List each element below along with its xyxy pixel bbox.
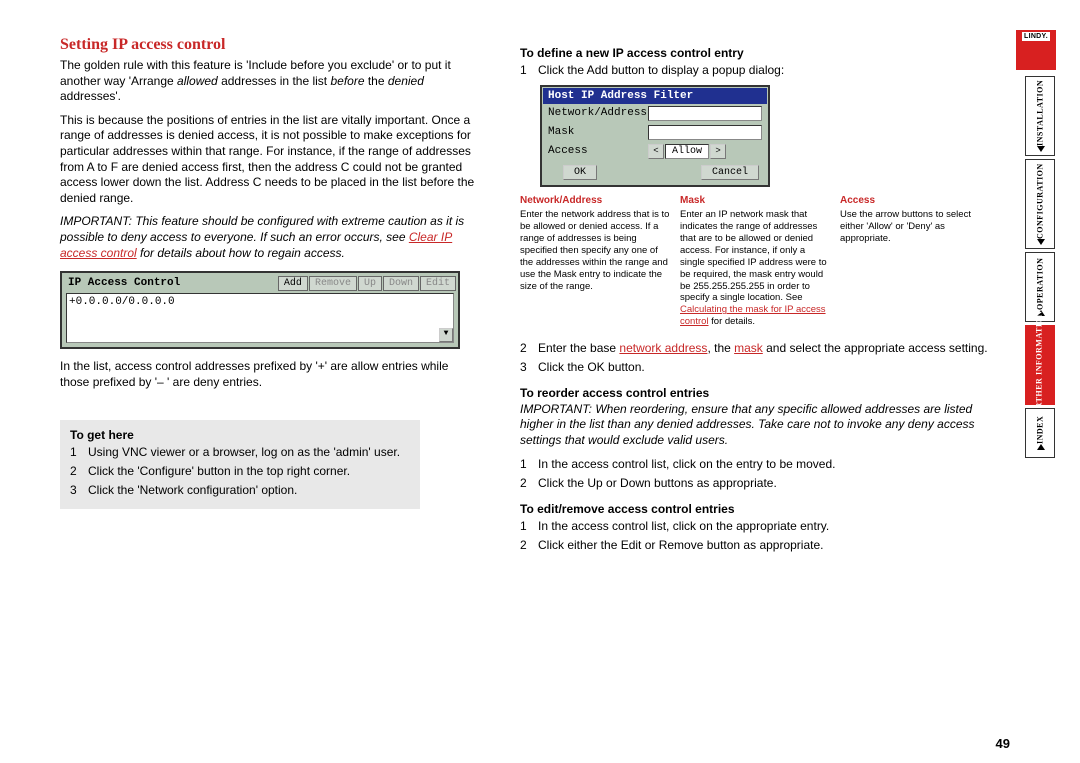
step: Using VNC viewer or a browser, log on as… bbox=[88, 444, 400, 461]
section-heading: To define a new IP access control entry bbox=[520, 46, 990, 60]
dialog-title: Host IP Address Filter bbox=[543, 88, 767, 104]
section-heading: To reorder access control entries bbox=[520, 386, 990, 400]
paragraph: The golden rule with this feature is 'In… bbox=[60, 58, 480, 105]
label: Network/Address bbox=[548, 107, 648, 119]
arrow-right-icon[interactable]: > bbox=[710, 144, 726, 159]
mask-input[interactable] bbox=[648, 125, 762, 140]
lindy-logo: LINDY. bbox=[1016, 30, 1056, 70]
edit-button[interactable]: Edit bbox=[420, 276, 456, 291]
help-text: Use the arrow buttons to select either '… bbox=[840, 209, 990, 245]
label: Mask bbox=[548, 126, 648, 138]
ok-button[interactable]: OK bbox=[563, 165, 597, 180]
nav-installation[interactable]: INSTALLATION bbox=[1025, 76, 1055, 156]
important-note: IMPORTANT: When reordering, ensure that … bbox=[520, 402, 990, 449]
help-title: Mask bbox=[680, 195, 830, 208]
step: Click either the Edit or Remove button a… bbox=[538, 537, 823, 554]
help-text: Enter an IP network mask that indicates … bbox=[680, 209, 830, 328]
label: Access bbox=[548, 145, 648, 157]
step: Click the OK button. bbox=[538, 359, 645, 376]
page-title: Setting IP access control bbox=[60, 36, 480, 54]
up-button[interactable]: Up bbox=[358, 276, 382, 291]
nav-further-information[interactable]: FURTHER INFORMATION bbox=[1025, 325, 1055, 405]
page-number: 49 bbox=[996, 736, 1010, 751]
step: Click the 'Network configuration' option… bbox=[88, 482, 297, 499]
step: In the access control list, click on the… bbox=[538, 518, 829, 535]
network-address-link[interactable]: network address bbox=[619, 341, 707, 355]
sidebar-nav: LINDY. INSTALLATION CONFIGURATION OPERAT… bbox=[1016, 30, 1064, 461]
cancel-button[interactable]: Cancel bbox=[701, 165, 759, 180]
important-note: IMPORTANT: This feature should be config… bbox=[60, 214, 480, 261]
step: Enter the base network address, the mask… bbox=[538, 340, 988, 357]
arrow-left-icon[interactable]: < bbox=[648, 144, 664, 159]
access-list[interactable]: +0.0.0.0/0.0.0.0 ▼ bbox=[66, 293, 454, 343]
step: Click the 'Configure' button in the top … bbox=[88, 463, 350, 480]
step: Click the Up or Down buttons as appropri… bbox=[538, 475, 777, 492]
dialog-title: IP Access Control bbox=[64, 275, 184, 291]
scroll-down-icon[interactable]: ▼ bbox=[439, 328, 453, 342]
remove-button[interactable]: Remove bbox=[309, 276, 357, 291]
down-button[interactable]: Down bbox=[383, 276, 419, 291]
add-button[interactable]: Add bbox=[278, 276, 308, 291]
host-ip-filter-dialog: Host IP Address Filter Network/Address M… bbox=[540, 85, 770, 187]
nav-configuration[interactable]: CONFIGURATION bbox=[1025, 159, 1055, 249]
section-heading: To edit/remove access control entries bbox=[520, 502, 990, 516]
help-title: Network/Address bbox=[520, 195, 670, 208]
to-get-here-box: To get here 1Using VNC viewer or a brows… bbox=[60, 420, 420, 508]
ip-access-control-dialog: IP Access Control Add Remove Up Down Edi… bbox=[60, 271, 460, 349]
paragraph: This is because the positions of entries… bbox=[60, 113, 480, 207]
box-title: To get here bbox=[70, 428, 410, 442]
list-item[interactable]: +0.0.0.0/0.0.0.0 bbox=[69, 296, 175, 308]
help-text: Enter the network address that is to be … bbox=[520, 209, 670, 292]
mask-link[interactable]: mask bbox=[734, 341, 763, 355]
nav-index[interactable]: INDEX bbox=[1025, 408, 1055, 458]
step: Click the Add button to display a popup … bbox=[538, 62, 784, 79]
network-address-input[interactable] bbox=[648, 106, 762, 121]
help-title: Access bbox=[840, 195, 990, 208]
step: In the access control list, click on the… bbox=[538, 456, 835, 473]
paragraph: In the list, access control addresses pr… bbox=[60, 359, 480, 390]
access-value: Allow bbox=[665, 144, 709, 159]
